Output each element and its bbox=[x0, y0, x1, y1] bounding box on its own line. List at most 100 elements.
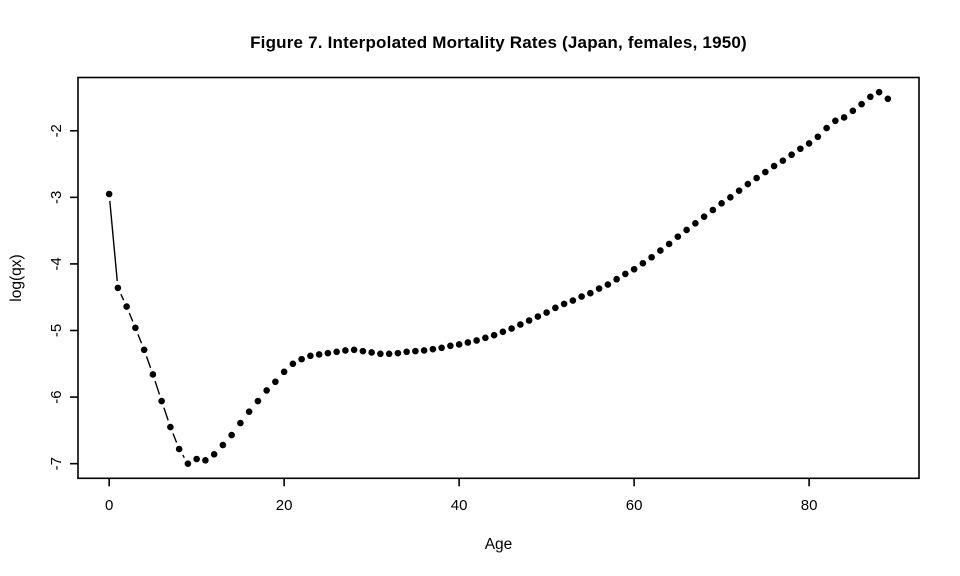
x-tick-label: 40 bbox=[451, 497, 468, 514]
data-point bbox=[272, 378, 279, 386]
x-tick-label: 80 bbox=[801, 497, 818, 514]
data-point bbox=[779, 157, 787, 165]
data-point bbox=[158, 397, 165, 405]
data-point bbox=[753, 174, 760, 182]
data-point bbox=[569, 297, 577, 304]
data-point bbox=[744, 180, 752, 188]
data-point bbox=[429, 345, 437, 353]
series-line-segment bbox=[163, 407, 169, 421]
data-point bbox=[762, 168, 769, 176]
y-tick-label: -3 bbox=[48, 191, 65, 204]
data-point bbox=[368, 349, 375, 356]
series-line-segment bbox=[145, 356, 152, 369]
data-point bbox=[140, 346, 148, 354]
x-tick-label: 0 bbox=[105, 497, 113, 514]
data-point bbox=[735, 187, 743, 194]
data-point bbox=[770, 162, 778, 170]
series-line-segment bbox=[109, 200, 118, 281]
data-point bbox=[499, 328, 507, 336]
data-point bbox=[534, 313, 542, 320]
data-point bbox=[490, 331, 498, 339]
plot-box bbox=[77, 76, 920, 480]
data-point bbox=[578, 293, 585, 300]
data-point bbox=[123, 303, 130, 310]
data-point bbox=[280, 368, 288, 376]
data-point bbox=[455, 341, 463, 348]
data-point bbox=[228, 431, 235, 439]
data-point bbox=[840, 114, 848, 121]
y-axis-label: log(qx) bbox=[8, 254, 25, 302]
y-tick-label: -5 bbox=[48, 324, 65, 337]
data-point bbox=[560, 300, 568, 308]
x-tick-label: 60 bbox=[626, 497, 643, 514]
data-point bbox=[114, 284, 122, 292]
data-point bbox=[184, 460, 192, 467]
data-point bbox=[210, 451, 218, 458]
data-point bbox=[245, 408, 253, 416]
data-point bbox=[595, 285, 603, 292]
series-line-segment bbox=[154, 380, 161, 395]
data-point bbox=[307, 352, 314, 360]
data-point bbox=[613, 275, 620, 283]
data-point bbox=[412, 347, 419, 355]
data-point bbox=[482, 334, 489, 342]
chart-title: Figure 7. Interpolated Mortality Rates (… bbox=[250, 33, 747, 52]
y-tick-label: -4 bbox=[48, 257, 65, 270]
data-point bbox=[289, 360, 297, 368]
y-tick-label: -7 bbox=[48, 457, 65, 470]
data-point bbox=[648, 253, 655, 261]
data-point bbox=[630, 265, 638, 273]
data-point bbox=[438, 344, 445, 352]
data-point bbox=[149, 371, 157, 378]
data-point bbox=[167, 423, 174, 431]
data-point bbox=[700, 213, 708, 220]
data-point bbox=[543, 309, 550, 316]
data-point bbox=[254, 397, 262, 405]
data-point bbox=[805, 140, 813, 147]
data-point bbox=[639, 259, 647, 267]
data-point bbox=[508, 325, 515, 332]
data-point bbox=[263, 387, 270, 394]
data-point bbox=[552, 304, 559, 312]
data-point bbox=[464, 339, 472, 346]
data-point bbox=[315, 351, 323, 358]
data-point bbox=[298, 355, 305, 363]
data-point bbox=[788, 151, 795, 159]
data-point bbox=[525, 317, 533, 324]
data-point bbox=[175, 445, 183, 453]
y-tick-label: -6 bbox=[48, 390, 65, 403]
series-line-segment bbox=[172, 433, 178, 443]
data-point bbox=[657, 247, 664, 254]
data-point bbox=[324, 349, 332, 357]
data-point bbox=[359, 347, 367, 355]
data-point bbox=[797, 145, 804, 153]
data-point bbox=[394, 349, 402, 357]
data-point bbox=[219, 441, 227, 449]
data-point bbox=[377, 350, 384, 358]
data-point bbox=[858, 100, 865, 108]
data-point bbox=[587, 289, 594, 297]
x-tick-label: 20 bbox=[276, 497, 293, 514]
data-point bbox=[832, 117, 839, 125]
data-point bbox=[517, 321, 524, 328]
series-line-segment bbox=[182, 454, 185, 459]
data-point bbox=[132, 324, 139, 332]
data-point bbox=[884, 95, 892, 103]
data-point bbox=[718, 200, 725, 207]
data-point bbox=[709, 206, 717, 214]
data-point bbox=[849, 107, 857, 115]
data-point bbox=[727, 194, 734, 201]
data-point bbox=[823, 124, 830, 132]
data-point bbox=[237, 419, 244, 427]
data-point bbox=[447, 342, 454, 350]
data-point bbox=[403, 348, 410, 356]
data-point bbox=[473, 337, 480, 344]
data-point bbox=[814, 133, 822, 141]
data-point bbox=[342, 347, 349, 354]
data-point bbox=[333, 348, 340, 356]
data-point bbox=[867, 93, 874, 101]
data-point bbox=[622, 270, 629, 278]
data-point bbox=[692, 220, 699, 227]
data-point bbox=[604, 281, 612, 288]
